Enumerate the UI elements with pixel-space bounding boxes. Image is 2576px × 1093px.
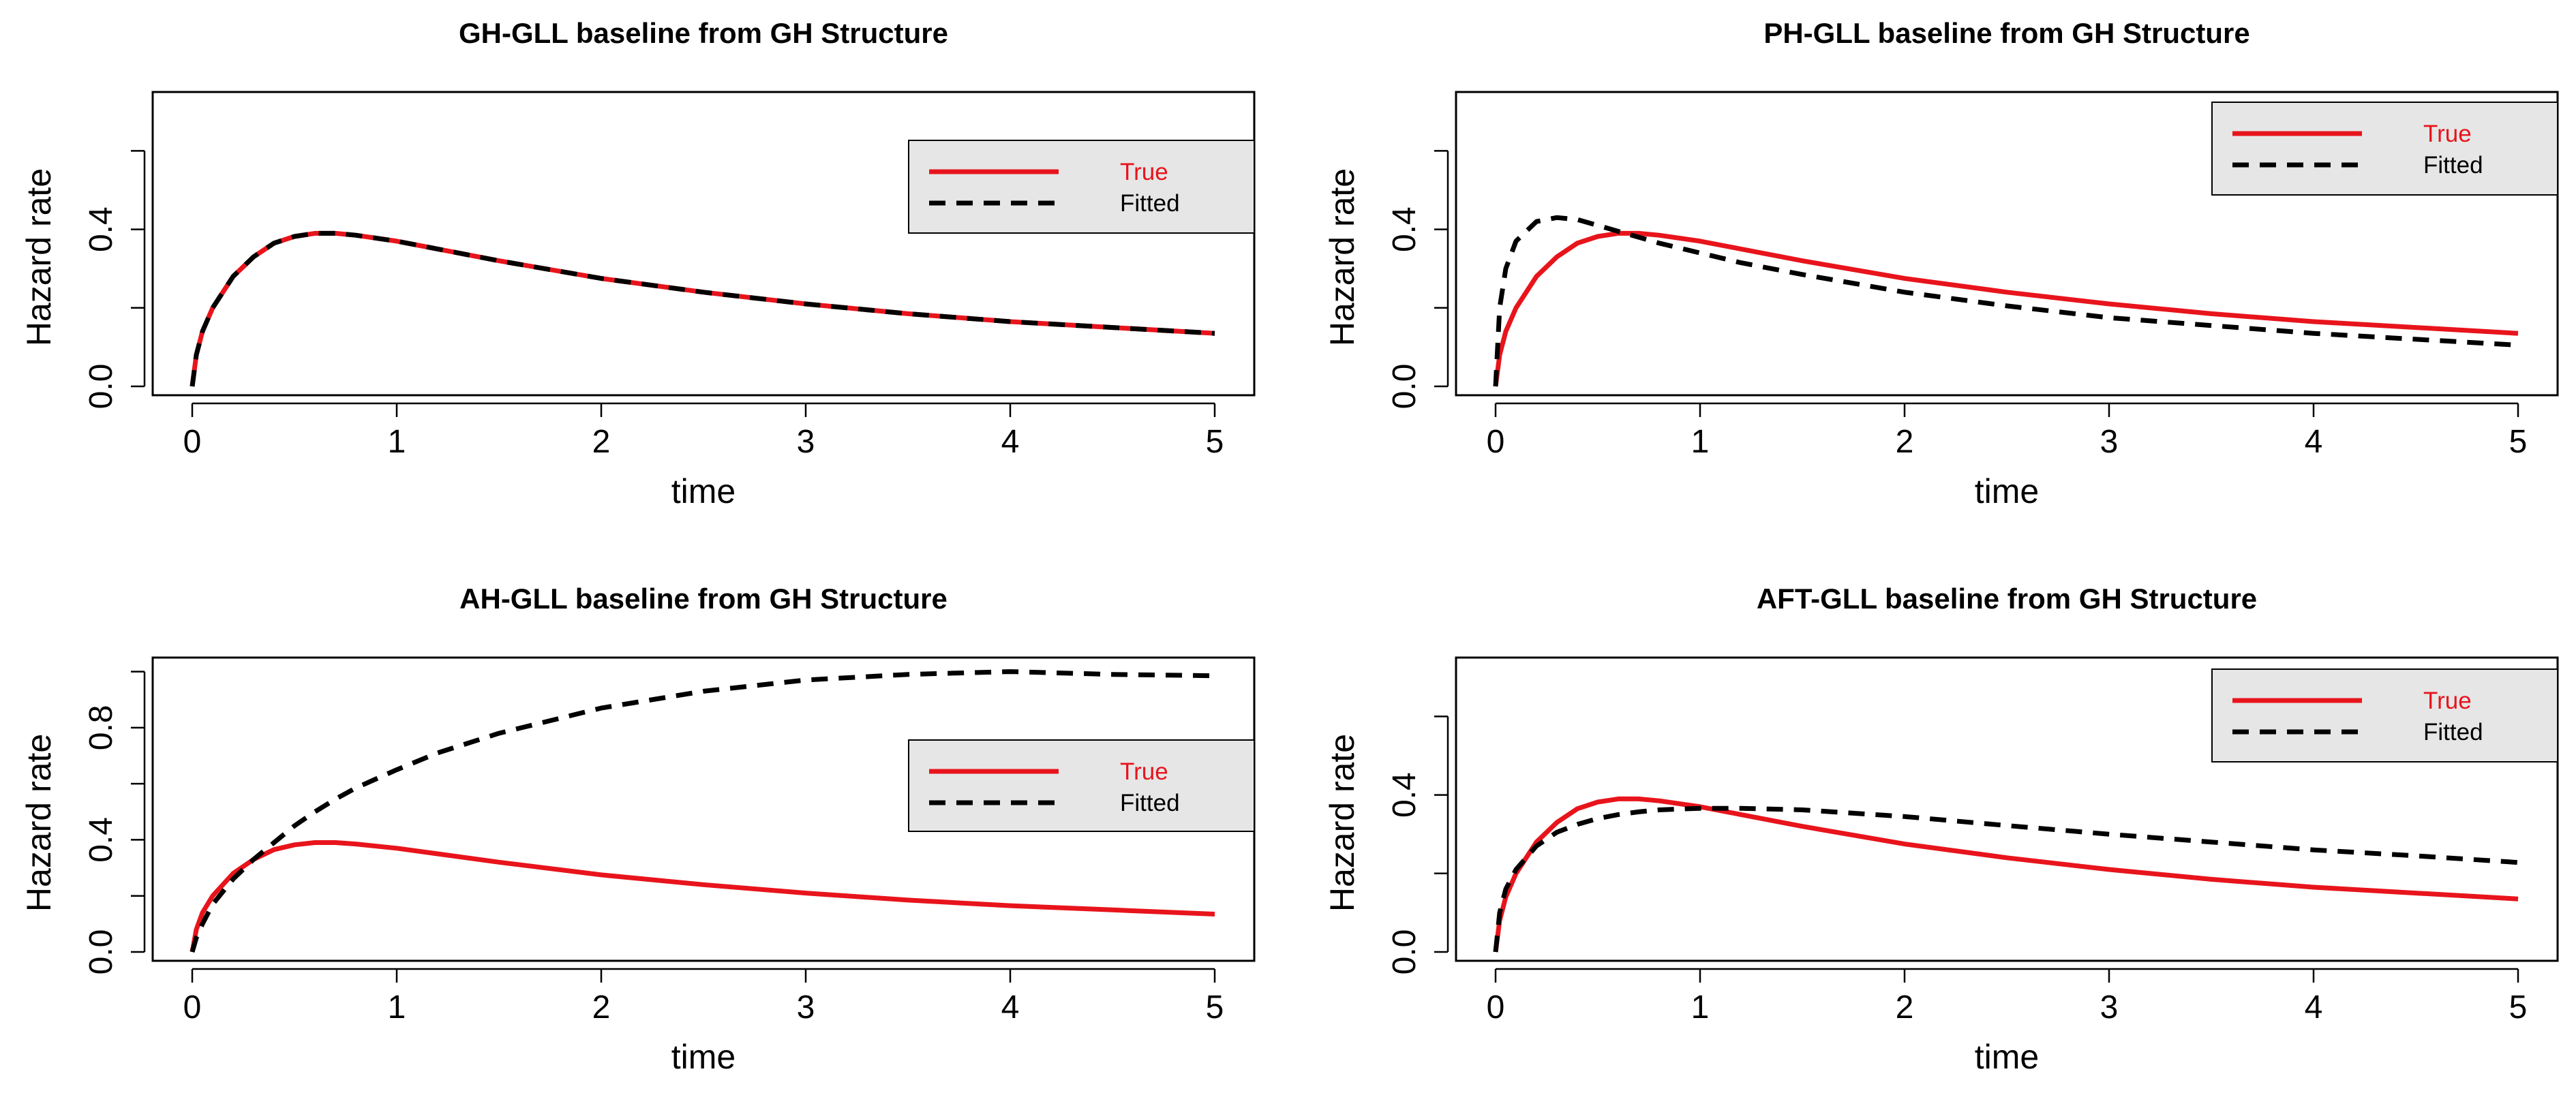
x-tick-label: 5 bbox=[2509, 989, 2528, 1026]
x-tick-label: 4 bbox=[1001, 424, 1020, 460]
x-tick-label: 5 bbox=[2509, 424, 2528, 460]
plot-frame bbox=[151, 91, 1256, 397]
legend-label-true: True bbox=[1120, 758, 1168, 785]
x-tick-label: 2 bbox=[592, 424, 611, 460]
y-axis-label: Hazard rate bbox=[20, 734, 58, 912]
y-tick-label: 0.0 bbox=[1387, 929, 1423, 975]
y-axis-label: Hazard rate bbox=[20, 168, 58, 346]
legend-box bbox=[2211, 102, 2558, 196]
series-line-fitted bbox=[1493, 805, 2519, 953]
x-tick-label: 3 bbox=[797, 989, 815, 1026]
plot-frame bbox=[1455, 656, 2559, 962]
y-tick-label: 0.4 bbox=[1387, 772, 1423, 818]
chart-title: GH-GLL baseline from GH Structure bbox=[459, 17, 948, 49]
x-tick-label: 1 bbox=[1691, 424, 1710, 460]
legend-label-true: True bbox=[2423, 121, 2472, 147]
x-tick-label: 0 bbox=[183, 989, 202, 1026]
series-line-fitted bbox=[1493, 215, 2519, 387]
chart-title: AH-GLL baseline from GH Structure bbox=[459, 583, 948, 615]
legend-label-fitted: Fitted bbox=[2423, 719, 2483, 745]
x-tick-label: 1 bbox=[388, 989, 406, 1026]
x-tick-label: 1 bbox=[1691, 989, 1710, 1026]
series-line-fitted bbox=[190, 669, 1215, 953]
chart-panel-4: AFT-GLL baseline from GH Structure 0 1 2 3 4 5… bbox=[1323, 583, 2559, 1076]
x-tick-label: 0 bbox=[183, 424, 202, 460]
legend-label-true: True bbox=[2423, 688, 2472, 714]
y-tick-label: 0.8 bbox=[83, 705, 119, 750]
legend-box bbox=[908, 140, 1255, 234]
x-axis-label: time bbox=[1975, 472, 2039, 510]
x-tick-label: 4 bbox=[1001, 989, 1020, 1026]
y-tick-label: 0.0 bbox=[1387, 364, 1423, 410]
y-tick-label: 0.0 bbox=[83, 929, 119, 975]
y-axis-label: Hazard rate bbox=[1323, 168, 1361, 346]
x-axis-label: time bbox=[671, 1038, 736, 1076]
x-tick-label: 2 bbox=[592, 989, 611, 1026]
x-tick-label: 2 bbox=[1896, 424, 1914, 460]
legend-label-fitted: Fitted bbox=[1120, 190, 1180, 217]
legend-label-fitted: Fitted bbox=[1120, 790, 1180, 816]
series-line-true bbox=[190, 230, 1215, 387]
x-tick-label: 1 bbox=[388, 424, 406, 460]
legend-label-true: True bbox=[1120, 159, 1168, 185]
x-tick-label: 3 bbox=[2100, 989, 2119, 1026]
y-axis-label: Hazard rate bbox=[1323, 734, 1361, 912]
x-axis-label: time bbox=[671, 472, 736, 510]
x-tick-label: 5 bbox=[1206, 989, 1224, 1026]
x-tick-label: 0 bbox=[1487, 424, 1505, 460]
chart-title: AFT-GLL baseline from GH Structure bbox=[1757, 583, 2257, 615]
legend-label-fitted: Fitted bbox=[2423, 152, 2483, 179]
chart-panel-1: GH-GLL baseline from GH Structure 0 1 2 3 4 5 t… bbox=[20, 17, 1256, 510]
plot-frame bbox=[1455, 91, 2559, 397]
y-tick-label: 0.4 bbox=[1387, 206, 1423, 252]
x-tick-label: 2 bbox=[1896, 989, 1914, 1026]
x-tick-label: 3 bbox=[797, 424, 815, 460]
y-tick-label: 0.0 bbox=[83, 364, 119, 410]
x-tick-label: 4 bbox=[2305, 989, 2323, 1026]
chart-title: PH-GLL baseline from GH Structure bbox=[1763, 17, 2249, 49]
series-line-true bbox=[1493, 796, 2519, 953]
series-line-fitted bbox=[190, 230, 1215, 387]
series-line-true bbox=[1493, 230, 2519, 387]
x-tick-label: 4 bbox=[2305, 424, 2323, 460]
x-tick-label: 5 bbox=[1206, 424, 1224, 460]
chart-panel-2: PH-GLL baseline from GH Structure 0 1 2 3 4 5 t… bbox=[1323, 17, 2559, 510]
y-tick-label: 0.4 bbox=[83, 206, 119, 252]
x-tick-label: 0 bbox=[1487, 989, 1505, 1026]
x-tick-label: 3 bbox=[2100, 424, 2119, 460]
series-line-true bbox=[190, 840, 1215, 953]
legend-box bbox=[2211, 668, 2558, 763]
x-axis-label: time bbox=[1975, 1038, 2039, 1076]
chart-panel-3: AH-GLL baseline from GH Structure 0 1 2 3 4 5 t… bbox=[20, 583, 1256, 1076]
y-tick-label: 0.4 bbox=[83, 817, 119, 863]
legend-box bbox=[908, 739, 1255, 832]
